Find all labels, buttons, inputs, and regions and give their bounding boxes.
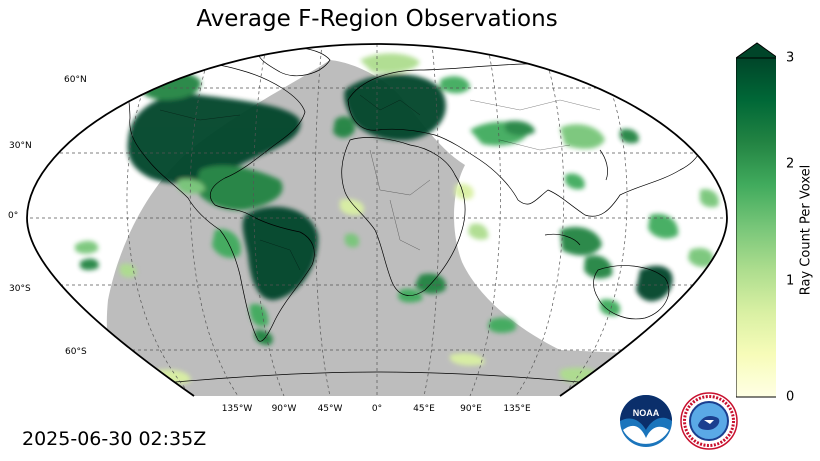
gridlines [27, 44, 727, 396]
colorbar-label: Ray Count Per Voxel [798, 164, 814, 296]
map-title: Average F-Region Observations [196, 6, 558, 32]
lat-label-equator: 0° [8, 211, 19, 221]
lon-label-90e: 90°E [460, 404, 482, 414]
colorbar-extend-arrow [736, 42, 776, 59]
lat-label-30n: 30°N [9, 141, 32, 151]
lat-label-60n: 60°N [64, 75, 87, 85]
lon-label-135w: 135°W [221, 404, 253, 414]
timestamp: 2025-06-30 02:35Z [22, 428, 207, 450]
nws-logo [680, 392, 738, 450]
lon-label-135e: 135°E [503, 404, 531, 414]
svg-text:NOAA: NOAA [633, 408, 660, 418]
colorbar-gradient [736, 57, 776, 398]
colorbar-tick-3: 3 [786, 50, 795, 66]
colorbar-tick-2: 2 [786, 156, 795, 172]
colorbar-tick-0: 0 [786, 389, 795, 405]
noaa-logo: NOAA [620, 395, 672, 447]
colorbar [736, 42, 776, 398]
country-borders [159, 94, 601, 271]
globe-outline [26, 43, 728, 397]
coastlines [127, 46, 705, 386]
lat-label-60s: 60°S [65, 347, 87, 357]
lon-label-45e: 45°E [413, 404, 435, 414]
lon-label-0: 0° [371, 404, 383, 414]
lat-label-30s: 30°S [9, 284, 31, 294]
lon-label-45w: 45°W [317, 404, 343, 414]
lon-label-90w: 90°W [271, 404, 297, 414]
colorbar-tick-1: 1 [786, 273, 795, 289]
